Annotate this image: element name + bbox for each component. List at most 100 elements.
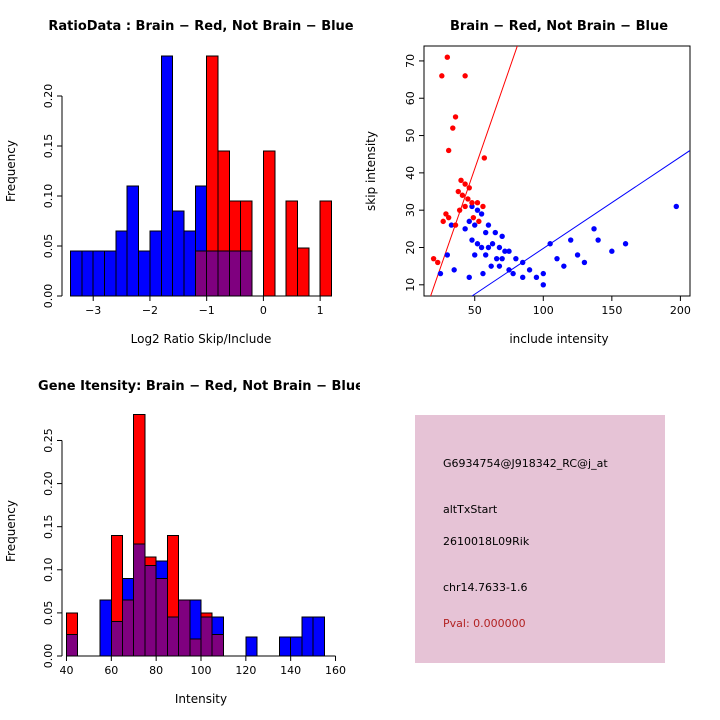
scatter-point-red	[465, 196, 471, 202]
hist-bar-red	[200, 612, 213, 618]
scatter-point-blue	[474, 207, 481, 213]
axis-tick-label: 0.05	[42, 234, 55, 259]
scatter-point-red	[481, 155, 488, 161]
scatter-point-blue	[451, 267, 457, 273]
scatter-point-red	[470, 214, 477, 221]
hist-bar-red	[133, 414, 146, 545]
axis-tick-label: 1	[317, 304, 324, 317]
hist-bar-red	[240, 200, 253, 252]
scatter-point-red	[452, 222, 459, 228]
axis-tick-label: 200	[670, 304, 691, 317]
scatter-point-red	[445, 214, 452, 221]
scatter-point-blue	[496, 244, 503, 251]
scatter-point-blue	[499, 255, 505, 262]
axis-tick-label: 0.20	[42, 84, 55, 109]
scatter-point-red	[480, 203, 486, 210]
scatter-point-blue	[502, 248, 508, 254]
axis-tick-label: 100	[191, 664, 212, 677]
plot-area: 40 60 80 100 120 140 160 0.00 0.05 0.10 0.15 0.20 0.…	[42, 414, 346, 677]
scatter-point-blue	[462, 226, 468, 232]
axis-tick-label: 100	[533, 304, 554, 317]
scatter-point-red	[474, 200, 481, 206]
chart-title: RatioData : Brain − Red, Not Brain − Blu…	[48, 19, 353, 34]
axis-tick-label: 60	[404, 91, 417, 105]
hist-bar-overlap	[133, 543, 146, 657]
hist-bar-blue	[245, 636, 258, 657]
hist-bar-overlap	[217, 250, 230, 297]
scatter-point-red	[450, 125, 456, 131]
hist-bar-red	[296, 247, 310, 297]
scatter-point-blue	[469, 203, 475, 210]
scatter-point-blue	[444, 252, 451, 258]
hist-bar-overlap	[194, 250, 208, 297]
info-panel: G6934754@J918342_RC@j_at altTxStart 2610…	[360, 360, 720, 720]
hist-bar-blue	[194, 185, 208, 252]
hist-bar-overlap	[65, 633, 79, 657]
axis-tick-label: 0.00	[42, 284, 55, 309]
scatter-point-blue	[480, 270, 486, 277]
scatter-point-blue	[520, 274, 526, 281]
scatter-point-blue	[489, 241, 496, 247]
hist-bar-blue	[172, 210, 185, 297]
hist-bar-blue	[92, 250, 106, 297]
hist-bar-blue	[138, 250, 151, 297]
scatter-point-blue	[609, 248, 615, 254]
hist-bar-red	[110, 534, 124, 623]
axis-tick-label: 70	[404, 54, 417, 68]
probe-id-text: G6934754@J918342_RC@j_at	[443, 457, 608, 470]
axis-tick-label: 140	[280, 664, 301, 677]
scatter-point-blue	[510, 270, 516, 277]
scatter-point-blue	[673, 203, 679, 210]
axis-tick-label: 0.15	[42, 134, 55, 159]
scatter-point-blue	[622, 241, 629, 247]
y-axis-label: skip intensity	[364, 131, 378, 211]
scatter-point-blue	[474, 241, 481, 247]
hist-bar-blue	[149, 230, 162, 297]
hist-bar-overlap	[211, 633, 224, 657]
fit-line-blue	[471, 150, 690, 296]
hist-bar-overlap	[189, 638, 202, 657]
hist-bar-red	[228, 200, 242, 252]
axis-tick-label: 160	[325, 664, 346, 677]
plot-box	[423, 45, 691, 297]
scatter-point-blue	[478, 244, 485, 251]
locus-text: chr14.7633-1.6	[443, 581, 528, 594]
hist-bar-blue	[104, 250, 117, 297]
axis-tick-label: 80	[149, 664, 163, 677]
gene-intensity-histogram-chart: Gene Itensity: Brain − Red, Not Brain − …	[4, 379, 360, 706]
scatter-point-blue	[485, 222, 492, 228]
axis-tick-label: −3	[85, 304, 101, 317]
chart-title: Brain − Red, Not Brain − Blue	[450, 19, 668, 34]
scatter-point-blue	[483, 229, 489, 236]
scatter-point-blue	[466, 274, 472, 281]
intensity-scatter-chart: Brain − Red, Not Brain − Blue include in…	[364, 19, 691, 346]
scatter-point-blue	[540, 282, 546, 288]
scatter-point-blue	[591, 226, 597, 232]
scatter-point-red	[440, 218, 446, 225]
scatter-point-blue	[506, 267, 512, 273]
scatter-point-red	[430, 255, 437, 262]
hist-bar-overlap	[228, 250, 242, 297]
scatter-point-blue	[581, 259, 588, 266]
scatter-point-blue	[485, 244, 492, 251]
hist-bar-red	[166, 534, 180, 618]
scatter-point-blue	[488, 263, 494, 269]
x-axis-label: include intensity	[509, 332, 608, 346]
axis-tick-label: −2	[142, 304, 158, 317]
hist-bar-overlap	[166, 616, 180, 657]
hist-bar-blue	[312, 616, 325, 657]
axis-tick-label: 10	[404, 278, 417, 292]
scatter-point-blue	[513, 255, 519, 262]
hist-bar-red	[285, 200, 298, 297]
scatter-point-red	[459, 192, 466, 198]
hist-bar-blue	[183, 230, 196, 297]
scatter-point-red	[445, 147, 452, 154]
scatter-point-blue	[540, 270, 546, 277]
axis-tick-label: 0.05	[42, 601, 55, 626]
scatter-point-blue	[533, 274, 540, 281]
x-axis-label: Intensity	[175, 692, 227, 706]
axis-tick-label: 0.10	[42, 558, 55, 583]
hist-bar-blue	[278, 636, 292, 657]
axis-tick-label: 0.15	[42, 514, 55, 539]
hist-bar-overlap	[144, 564, 157, 657]
